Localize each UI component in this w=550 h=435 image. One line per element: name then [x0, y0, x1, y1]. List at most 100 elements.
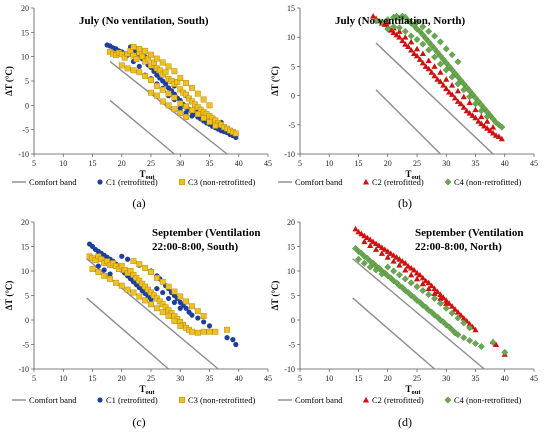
legend-marker [97, 397, 103, 403]
data-point [130, 289, 137, 296]
y-axis-label: ΔT (°C) [270, 281, 280, 311]
data-point [183, 91, 189, 98]
data-point [165, 313, 172, 319]
data-point [399, 37, 406, 44]
y-tick-label: 10 [287, 33, 295, 42]
data-point [407, 279, 415, 287]
data-point [148, 289, 154, 296]
data-point [189, 303, 195, 310]
data-point [177, 322, 184, 329]
legend-marker [444, 396, 452, 404]
data-point [352, 225, 359, 232]
y-tick-label: 0 [291, 92, 295, 101]
data-point [200, 313, 207, 319]
data-point [419, 274, 426, 281]
series-diamond [372, 12, 506, 131]
x-tick-label: 45 [530, 159, 538, 168]
data-point [224, 326, 230, 333]
data-point [127, 47, 134, 54]
data-point [95, 253, 102, 260]
y-tick-label: 0 [291, 316, 295, 325]
data-point [230, 337, 236, 343]
data-point [448, 309, 456, 317]
x-axis-label: Tout [139, 169, 155, 181]
y-tick-label: -10 [18, 150, 29, 159]
data-point [194, 90, 201, 97]
data-point [437, 69, 444, 75]
chart-panel-c: -10 -5 0 5 10 15 20 5 10 15 20 25 30 35 40 45 September … [4, 218, 272, 429]
data-point [437, 291, 444, 297]
data-point [200, 115, 207, 121]
data-point [402, 260, 409, 266]
data-point [194, 329, 201, 336]
data-point [165, 283, 172, 290]
data-point [449, 81, 456, 88]
data-point [159, 98, 166, 105]
data-point [413, 18, 421, 26]
data-point [399, 258, 406, 264]
data-point [191, 101, 198, 108]
x-axis-label: Tout [139, 384, 155, 396]
data-point [183, 305, 189, 311]
data-point [206, 102, 213, 109]
series-square [86, 253, 230, 336]
data-point [425, 291, 433, 299]
x-tick-label: 10 [59, 159, 67, 168]
data-point [396, 34, 403, 40]
data-point [460, 93, 467, 100]
data-point [401, 27, 409, 35]
data-point [104, 258, 111, 265]
data-point [136, 45, 143, 52]
x-tick-label: 45 [530, 374, 538, 383]
data-point [413, 36, 421, 44]
data-point [489, 124, 497, 130]
data-point [115, 266, 122, 272]
data-point [177, 105, 183, 111]
data-point [136, 69, 143, 76]
data-point [401, 275, 409, 283]
x-tick-label: 35 [472, 374, 480, 383]
data-point [95, 269, 102, 275]
data-point [189, 98, 195, 105]
data-point [370, 238, 377, 245]
data-point [390, 252, 397, 258]
data-point [186, 95, 192, 102]
data-point [206, 328, 213, 335]
data-point [177, 75, 184, 81]
x-tick-label: 15 [355, 374, 363, 383]
data-point [142, 265, 149, 271]
data-point [148, 301, 154, 308]
series-square [107, 44, 239, 137]
data-point [154, 286, 160, 292]
x-tick-label: 40 [235, 159, 243, 168]
data-point [159, 86, 166, 93]
data-point [469, 112, 476, 118]
data-point [372, 246, 380, 252]
legend: Comfort band C1 (retrofitted) C3 (non-retr… [12, 395, 255, 405]
y-tick-label: 15 [287, 243, 295, 252]
y-tick-label: -5 [22, 341, 29, 350]
chart-panel-a: -10 -5 0 5 10 15 20 5 10 15 20 25 30 35 40 45 July (No v… [4, 4, 272, 210]
data-point [153, 82, 160, 89]
data-point [472, 100, 479, 108]
legend: Comfort band C2 (retrofitted) C4 (non-retr… [278, 395, 521, 405]
data-point [139, 53, 146, 60]
data-point [125, 256, 131, 262]
data-point [477, 342, 485, 350]
data-point [201, 319, 207, 325]
data-point [472, 326, 479, 333]
x-tick-label: 5 [298, 159, 302, 168]
legend-marker [179, 397, 185, 403]
data-point [364, 234, 371, 241]
data-point [466, 93, 474, 101]
data-point [419, 40, 427, 48]
data-point [367, 236, 374, 243]
data-point [151, 292, 157, 299]
data-point [431, 290, 438, 297]
data-point [437, 78, 444, 85]
legend-marker [97, 179, 103, 185]
data-point [165, 102, 172, 109]
data-point [156, 298, 163, 305]
data-point [183, 103, 189, 110]
data-point [390, 23, 398, 31]
